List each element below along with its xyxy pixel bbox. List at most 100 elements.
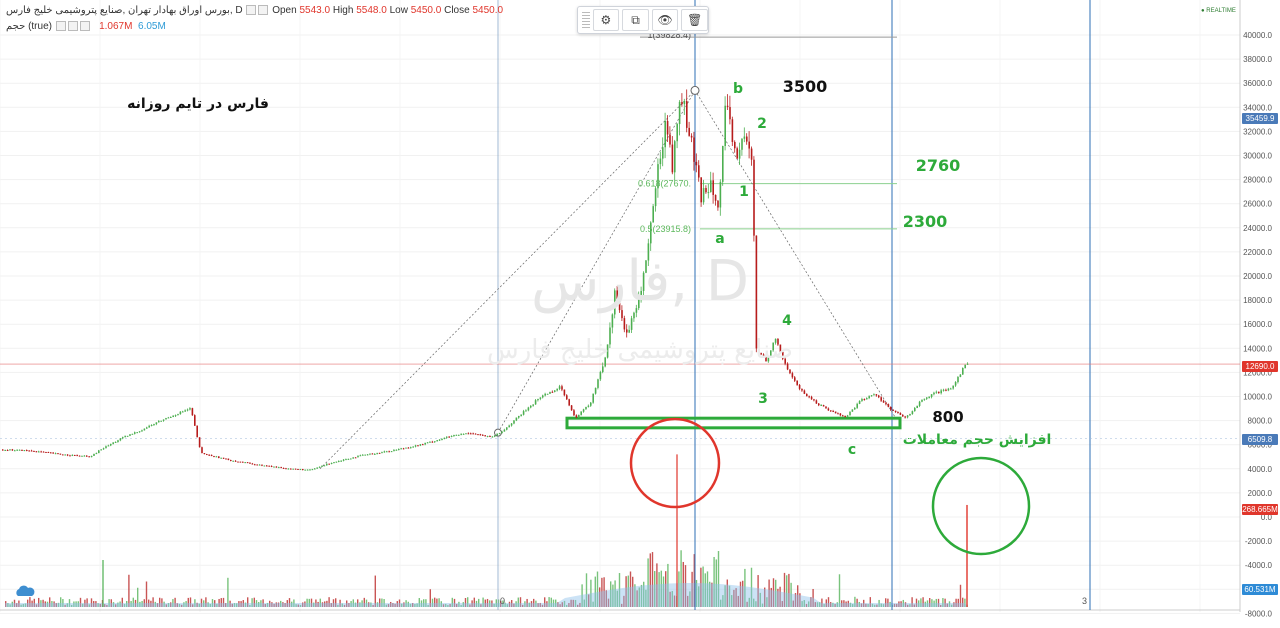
volume-bar xyxy=(110,599,112,607)
volume-bar xyxy=(77,601,79,607)
volume-bar xyxy=(412,603,414,607)
candle-body xyxy=(172,415,174,418)
volume-bar xyxy=(907,604,909,607)
candle-body xyxy=(964,364,966,369)
volume-bar xyxy=(363,597,365,607)
volume-bar xyxy=(856,598,858,607)
volume-bar xyxy=(722,595,724,607)
volume-bar xyxy=(431,598,434,607)
volume-bar xyxy=(394,603,396,607)
header-box-icon-2[interactable] xyxy=(258,5,269,16)
volume-bar xyxy=(610,581,612,607)
volume-bar xyxy=(310,598,313,607)
candle-body xyxy=(796,380,798,385)
volume-bar xyxy=(629,571,632,607)
candle-body xyxy=(134,432,136,434)
candle-body xyxy=(438,439,441,441)
volume-bar xyxy=(451,597,453,607)
volume-bar xyxy=(368,602,370,607)
candle-body xyxy=(354,457,357,459)
volume-bar xyxy=(7,603,9,607)
delete-trash-icon[interactable]: 🗑 xyxy=(681,9,709,31)
volume-bar xyxy=(51,601,53,607)
volume-bar xyxy=(500,600,502,607)
candle-body xyxy=(136,432,138,434)
volume-box-icon[interactable] xyxy=(55,21,66,32)
chart-text-labels: فارس, D صنایع پتروشیمی خلیج فارس 1(39828.4… xyxy=(127,30,1051,458)
candle-body xyxy=(707,192,710,194)
candle-body xyxy=(299,469,302,471)
volume-bar xyxy=(211,599,214,607)
visibility-eye-icon[interactable]: 👁 xyxy=(651,9,679,31)
label-wave-c: c xyxy=(848,442,856,458)
candle-body xyxy=(194,415,196,426)
volume-bar xyxy=(667,563,669,607)
volume-bar xyxy=(205,597,207,607)
candle-body xyxy=(561,386,563,390)
candle-body xyxy=(542,395,544,398)
candle-body xyxy=(412,446,414,448)
candle-body xyxy=(930,394,933,398)
clone-icon[interactable]: ⧉ xyxy=(622,9,649,31)
candle-body xyxy=(729,107,731,120)
volume-bar xyxy=(427,604,429,607)
volume-bar xyxy=(449,604,451,607)
volume-bar xyxy=(123,604,126,607)
candle-body xyxy=(21,449,23,451)
volume-bar xyxy=(874,604,876,607)
candle-body xyxy=(760,353,762,355)
candle-body xyxy=(702,188,705,203)
candle-body xyxy=(110,443,112,446)
volume-bar xyxy=(504,602,506,607)
volume-bar xyxy=(482,597,484,607)
volume-bar xyxy=(62,599,64,607)
settings-gear-icon[interactable]: ⚙ xyxy=(592,9,620,31)
candle-body xyxy=(362,454,364,456)
volume-bar xyxy=(293,599,295,607)
candle-body xyxy=(407,447,410,449)
volume-box-icon-3[interactable] xyxy=(79,21,90,32)
volume-bar xyxy=(702,566,704,607)
candle-body xyxy=(4,450,6,452)
candle-body xyxy=(290,468,292,470)
candle-body xyxy=(822,405,825,407)
candle-body xyxy=(794,377,796,381)
volume-bar xyxy=(359,602,361,607)
tradingview-cloud-icon[interactable] xyxy=(14,583,36,597)
candle-body xyxy=(131,433,134,435)
volume-bar xyxy=(383,599,385,607)
candle-body xyxy=(585,406,587,410)
candle-body xyxy=(398,449,400,451)
candle-body xyxy=(890,406,892,410)
volume-bar xyxy=(187,597,189,607)
volume-bar xyxy=(715,559,717,607)
volume-bar xyxy=(709,581,711,607)
candle-body xyxy=(306,469,309,471)
volume-bar xyxy=(319,598,321,607)
volume-box-icon-2[interactable] xyxy=(67,21,78,32)
candle-body xyxy=(338,460,340,462)
volume-bar xyxy=(790,582,792,607)
volume-bar xyxy=(434,597,436,607)
volume-header: حجم (true) 1.067M 6.05M xyxy=(6,21,166,32)
volume-bar xyxy=(262,599,264,607)
candle-body xyxy=(208,454,210,456)
volume-bar xyxy=(726,579,728,607)
volume-bar xyxy=(387,604,390,607)
toolbar-grip-handle[interactable] xyxy=(582,12,590,28)
candle-body xyxy=(630,318,633,330)
volume-bar xyxy=(154,601,156,607)
candle-body xyxy=(534,400,537,405)
volume-bar xyxy=(143,599,145,607)
volume-bar xyxy=(82,603,84,607)
candle-body xyxy=(74,454,76,456)
volume-bar xyxy=(11,601,13,607)
candle-body xyxy=(676,124,678,142)
volume-bar xyxy=(671,591,673,607)
candle-body xyxy=(484,435,486,437)
candle-body xyxy=(786,363,789,370)
symbol-header: بورس اوراق بهادار تهران ,صنایع پتروشیمی … xyxy=(6,5,503,16)
header-box-icon[interactable] xyxy=(246,5,257,16)
candle-body xyxy=(282,467,285,469)
